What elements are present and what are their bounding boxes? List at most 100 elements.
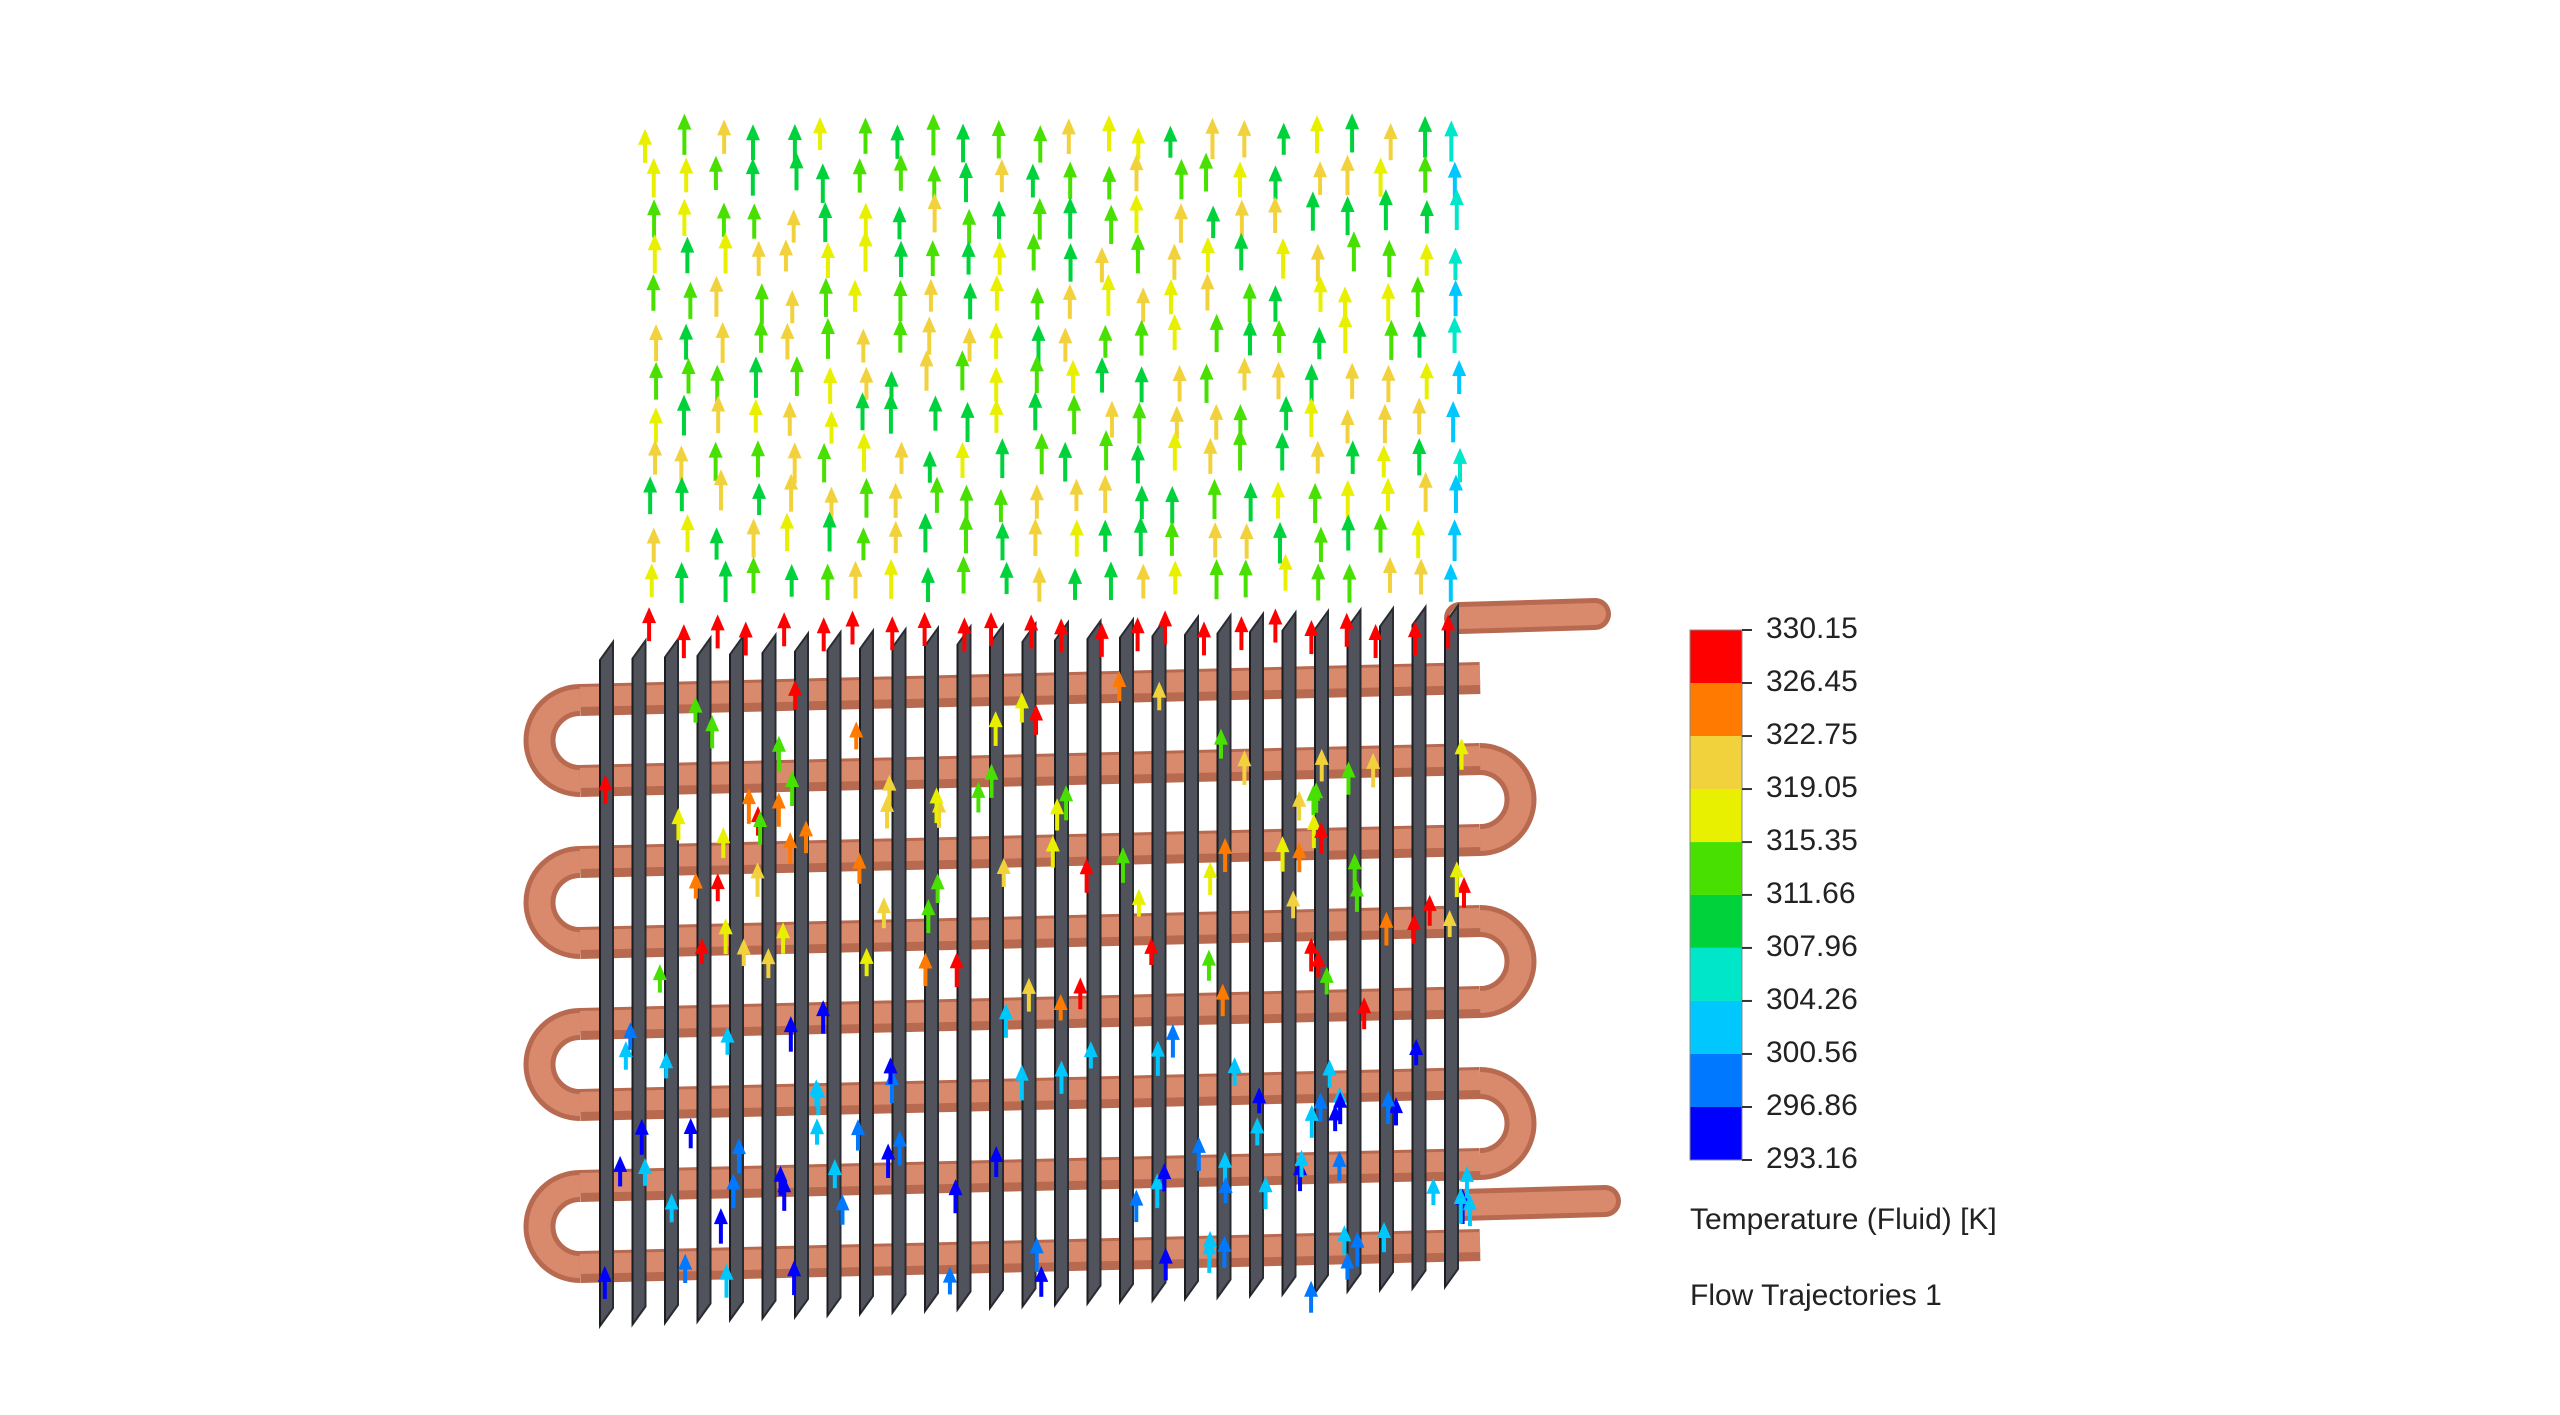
arrow-head: [920, 566, 935, 583]
arrow-head: [1250, 1117, 1265, 1134]
arrow-head: [1130, 617, 1145, 634]
legend-title: Temperature (Fluid) [K]: [1690, 1203, 1997, 1236]
arrow-head: [1200, 273, 1215, 290]
arrow-head: [1234, 232, 1249, 249]
arrow-head: [858, 117, 873, 134]
arrow-head: [674, 445, 689, 462]
arrow-head: [1345, 113, 1360, 130]
fin: [1281, 609, 1297, 1298]
arrow-head: [709, 527, 724, 544]
arrow-head: [989, 274, 1004, 291]
tube-bend: [1479, 910, 1532, 1013]
arrow-head: [1233, 161, 1248, 178]
arrow-head: [962, 327, 977, 344]
arrow-head: [892, 206, 907, 223]
arrow-head: [784, 473, 799, 490]
arrow-head: [1157, 1163, 1172, 1180]
arrow-head: [1237, 750, 1252, 767]
arrow-head: [857, 432, 872, 449]
arrow-head: [1069, 478, 1084, 495]
arrow-head: [1304, 1104, 1319, 1121]
arrow-head: [890, 124, 905, 141]
arrow-head: [649, 361, 664, 378]
arrow-head: [1054, 618, 1069, 635]
arrow-head: [1342, 563, 1357, 580]
arrow-head: [752, 482, 767, 499]
arrow-head: [716, 202, 731, 219]
arrow-head: [754, 283, 769, 300]
arrow-head: [750, 440, 765, 457]
arrow-head: [1028, 391, 1043, 408]
arrow-head: [1332, 1150, 1347, 1167]
arrow-head: [1452, 447, 1467, 464]
arrow-head: [1378, 189, 1393, 206]
arrow-head: [1412, 320, 1427, 337]
arrow-head: [1407, 914, 1422, 931]
arrow-head: [1373, 157, 1388, 174]
arrow-head: [961, 240, 976, 257]
arrow-head: [634, 1118, 649, 1135]
arrow-head: [1062, 283, 1077, 300]
arrow-head: [761, 948, 776, 965]
arrow-head: [1338, 286, 1353, 303]
arrow-head: [1412, 438, 1427, 455]
arrow-head: [824, 410, 839, 427]
arrow-head: [885, 616, 900, 633]
arrow-head: [1341, 514, 1356, 531]
arrow-head: [1238, 559, 1253, 576]
arrow-head: [984, 763, 999, 780]
arrow-head: [1376, 445, 1391, 462]
arrow-head: [823, 366, 838, 383]
arrow-head: [1422, 894, 1437, 911]
arrow-head: [893, 154, 908, 171]
legend-tick-label: 326.45: [1766, 665, 1858, 698]
arrow-head: [1136, 563, 1151, 580]
arrow-head: [1328, 1104, 1343, 1121]
arrow-head: [1447, 316, 1462, 333]
arrow-head: [676, 394, 691, 411]
arrow-head: [1169, 405, 1184, 422]
arrow-head: [679, 157, 694, 174]
arrow-head: [1340, 409, 1355, 426]
arrow-head: [1275, 432, 1290, 449]
arrow-head: [959, 484, 974, 501]
arrow-head: [713, 469, 728, 486]
arrow-head: [1350, 1231, 1365, 1248]
arrow-head: [647, 234, 662, 251]
legend-tick-label: 307.96: [1766, 930, 1858, 963]
fin: [1411, 603, 1427, 1292]
arrow-head: [996, 857, 1011, 874]
arrow-head: [1026, 233, 1041, 250]
arrow-head: [1067, 394, 1082, 411]
arrow-head: [1309, 115, 1324, 132]
arrow-head: [1447, 519, 1462, 536]
arrow-head: [848, 560, 863, 577]
legend-tick-label: 315.35: [1766, 824, 1858, 857]
arrow-head: [1243, 319, 1258, 336]
arrow-head: [1271, 481, 1286, 498]
arrow-head: [642, 607, 657, 624]
arrow-head: [776, 922, 791, 939]
arrow-head: [1234, 616, 1249, 633]
legend-band: [1690, 947, 1742, 1001]
arrow-head: [1098, 519, 1113, 536]
arrow-head: [708, 441, 723, 458]
arrow-head: [1310, 243, 1325, 260]
legend-tick-label: 296.86: [1766, 1089, 1858, 1122]
arrow-head: [1444, 120, 1459, 137]
arrow-head: [1045, 835, 1060, 852]
arrow-head: [1286, 890, 1301, 907]
arrow-head: [1380, 477, 1395, 494]
arrow-head: [813, 117, 828, 134]
arrow-head: [1158, 610, 1173, 627]
arrow-head: [1311, 950, 1326, 967]
arrow-head: [683, 281, 698, 298]
arrow-head: [1129, 194, 1144, 211]
legend-tick-label: 300.56: [1766, 1036, 1858, 1069]
arrow-head: [778, 239, 793, 256]
arrow-head: [1094, 247, 1109, 264]
arrow-head: [992, 200, 1007, 217]
arrow-head: [1448, 247, 1463, 264]
arrow-head: [882, 774, 897, 791]
arrow-head: [1349, 880, 1364, 897]
